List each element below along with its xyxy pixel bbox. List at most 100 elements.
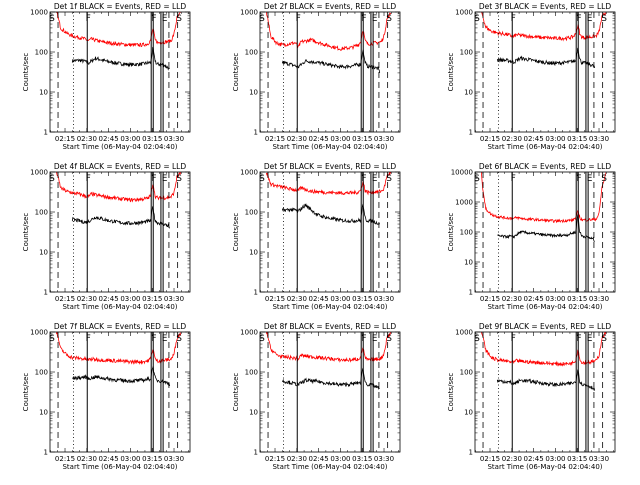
plot-frame bbox=[49, 171, 191, 293]
y-tick-label: 100 bbox=[245, 209, 258, 217]
marker-label-s: S bbox=[49, 14, 55, 24]
marker-label-e: E bbox=[372, 174, 378, 184]
marker-label-f: F bbox=[511, 14, 516, 24]
marker-label-s: S bbox=[601, 14, 607, 24]
x-tick-label: 03:15 bbox=[142, 135, 162, 143]
x-tick-label: 02:45 bbox=[524, 135, 544, 143]
x-axis-label: Start Time (06-May-04 02:04:40) bbox=[272, 143, 387, 151]
lld-series-line bbox=[481, 332, 607, 367]
y-tick-label: 1000 bbox=[30, 329, 48, 337]
x-tick-label: 03:15 bbox=[567, 295, 587, 303]
x-tick-label: 02:15 bbox=[480, 135, 500, 143]
x-tick-label: 03:30 bbox=[374, 135, 394, 143]
x-tick-label: 03:30 bbox=[589, 455, 609, 463]
marker-label-s: S bbox=[474, 334, 480, 344]
x-tick-label: 03:00 bbox=[330, 135, 350, 143]
x-axis-label: Start Time (06-May-04 02:04:40) bbox=[62, 463, 177, 471]
x-axis-label: Start Time (06-May-04 02:04:40) bbox=[487, 303, 602, 311]
x-tick-label: 02:45 bbox=[309, 135, 329, 143]
marker-label-s: S bbox=[259, 334, 265, 344]
y-tick-label: 100 bbox=[460, 49, 473, 57]
marker-label-f: F bbox=[86, 14, 91, 24]
x-tick-label: 02:30 bbox=[287, 455, 307, 463]
lld-series-line bbox=[481, 12, 607, 42]
x-axis-label: Start Time (06-May-04 02:04:40) bbox=[62, 303, 177, 311]
lld-series-line bbox=[265, 332, 392, 363]
plot-frame bbox=[259, 171, 401, 293]
y-tick-label: 1000 bbox=[240, 329, 258, 337]
x-axis-label: Start Time (06-May-04 02:04:40) bbox=[62, 143, 177, 151]
y-tick-label: 1000 bbox=[30, 9, 48, 17]
y-axis-label: Counts/sec bbox=[447, 373, 455, 412]
y-axis-label: Counts/sec bbox=[22, 373, 30, 412]
y-tick-label: 10 bbox=[39, 409, 48, 417]
plot-frame bbox=[474, 331, 616, 453]
y-tick-label: 100 bbox=[35, 369, 48, 377]
x-tick-label: 03:15 bbox=[352, 135, 372, 143]
lld-series-line bbox=[56, 12, 181, 48]
marker-label-s: S bbox=[386, 174, 392, 184]
marker-label-s: S bbox=[386, 334, 392, 344]
y-tick-label: 1 bbox=[469, 129, 473, 137]
marker-label-f: F bbox=[151, 174, 156, 184]
x-tick-label: 02:30 bbox=[502, 135, 522, 143]
x-tick-label: 03:00 bbox=[330, 455, 350, 463]
marker-label-s: S bbox=[386, 14, 392, 24]
x-tick-label: 02:30 bbox=[502, 455, 522, 463]
x-tick-label: 02:15 bbox=[480, 455, 500, 463]
marker-label-s: S bbox=[259, 174, 265, 184]
y-tick-label: 1000 bbox=[30, 169, 48, 177]
marker-label-s: S bbox=[601, 174, 607, 184]
marker-label-f: F bbox=[361, 14, 366, 24]
y-tick-label: 100 bbox=[35, 49, 48, 57]
lld-series-line bbox=[56, 172, 182, 203]
x-tick-label: 03:00 bbox=[120, 455, 140, 463]
y-tick-label: 1000 bbox=[455, 329, 473, 337]
panel-title: Det 4f BLACK = Events, RED = LLD bbox=[54, 162, 187, 171]
plot-frame bbox=[474, 11, 616, 133]
marker-label-s: S bbox=[176, 14, 182, 24]
x-tick-label: 03:30 bbox=[589, 135, 609, 143]
x-tick-label: 02:30 bbox=[77, 455, 97, 463]
y-axis-label: Counts/sec bbox=[447, 213, 455, 252]
marker-label-s: S bbox=[176, 174, 182, 184]
marker-label-s: S bbox=[176, 334, 182, 344]
x-tick-label: 02:45 bbox=[99, 135, 119, 143]
marker-label-f: F bbox=[86, 334, 91, 344]
x-tick-label: 03:30 bbox=[374, 295, 394, 303]
lld-series-line bbox=[55, 332, 182, 365]
y-tick-label: 1 bbox=[44, 289, 48, 297]
marker-label-f: F bbox=[86, 174, 91, 184]
marker-label-e: E bbox=[587, 334, 593, 344]
x-tick-label: 02:15 bbox=[55, 295, 75, 303]
x-tick-label: 03:30 bbox=[164, 295, 184, 303]
y-tick-label: 10 bbox=[39, 89, 48, 97]
y-tick-label: 10 bbox=[249, 89, 258, 97]
lld-series-line bbox=[480, 172, 607, 224]
y-tick-label: 10 bbox=[464, 89, 473, 97]
marker-label-f: F bbox=[511, 334, 516, 344]
x-axis-label: Start Time (06-May-04 02:04:40) bbox=[487, 143, 602, 151]
panel-title: Det 8f BLACK = Events, RED = LLD bbox=[264, 322, 397, 331]
x-tick-label: 03:00 bbox=[545, 135, 565, 143]
lld-series-line bbox=[265, 172, 392, 196]
x-tick-label: 02:15 bbox=[265, 295, 285, 303]
x-tick-label: 03:00 bbox=[545, 455, 565, 463]
y-axis-label: Counts/sec bbox=[447, 53, 455, 92]
marker-label-f: F bbox=[576, 14, 581, 24]
y-tick-label: 1000 bbox=[455, 199, 473, 207]
plot-frame bbox=[49, 11, 191, 133]
x-tick-label: 03:30 bbox=[164, 455, 184, 463]
y-axis-label: Counts/sec bbox=[232, 213, 240, 252]
marker-label-s: S bbox=[474, 14, 480, 24]
marker-label-f: F bbox=[296, 334, 301, 344]
y-tick-label: 1 bbox=[469, 449, 473, 457]
